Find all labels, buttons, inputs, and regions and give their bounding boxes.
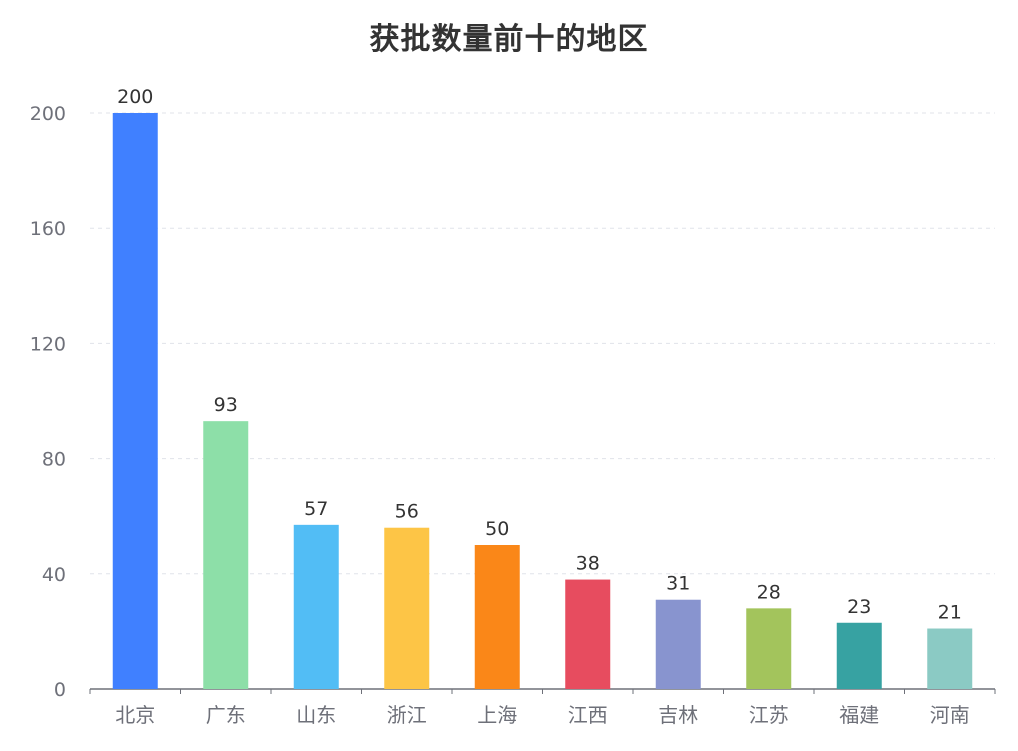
x-tick-label: 广东: [206, 703, 246, 727]
x-tick-label: 吉林: [658, 703, 698, 727]
data-label: 56: [395, 501, 419, 523]
x-tick-label: 浙江: [387, 703, 427, 727]
data-label: 38: [576, 553, 600, 575]
x-tick-label: 山东: [296, 703, 336, 727]
x-tick-label: 江苏: [749, 703, 789, 727]
x-tick-label: 北京: [115, 703, 155, 727]
x-tick-label: 河南: [930, 703, 970, 727]
x-tick-label: 江西: [568, 703, 608, 727]
data-label: 200: [117, 86, 153, 108]
bar[interactable]: [565, 579, 611, 689]
chart-title: 获批数量前十的地区: [369, 22, 649, 57]
data-label: 21: [938, 602, 962, 624]
y-tick-label: 0: [54, 679, 66, 701]
y-tick-label: 80: [42, 449, 66, 471]
bar[interactable]: [836, 622, 882, 689]
data-label: 93: [214, 394, 238, 416]
x-tick-label: 上海: [477, 703, 517, 727]
bar[interactable]: [203, 421, 249, 689]
data-label: 23: [847, 596, 871, 618]
bar[interactable]: [112, 113, 158, 689]
data-label: 28: [757, 581, 781, 603]
bar[interactable]: [927, 628, 973, 689]
data-label: 50: [485, 518, 509, 540]
y-tick-label: 120: [30, 333, 66, 355]
data-label: 57: [304, 498, 328, 520]
y-tick-label: 160: [30, 218, 66, 240]
bar[interactable]: [655, 599, 701, 689]
bar[interactable]: [384, 527, 430, 689]
data-label: 31: [666, 573, 690, 595]
bar[interactable]: [474, 545, 520, 689]
x-tick-label: 福建: [839, 703, 879, 727]
bar[interactable]: [746, 608, 792, 689]
y-tick-label: 40: [42, 564, 66, 586]
y-tick-label: 200: [30, 103, 66, 125]
bar[interactable]: [293, 524, 339, 689]
